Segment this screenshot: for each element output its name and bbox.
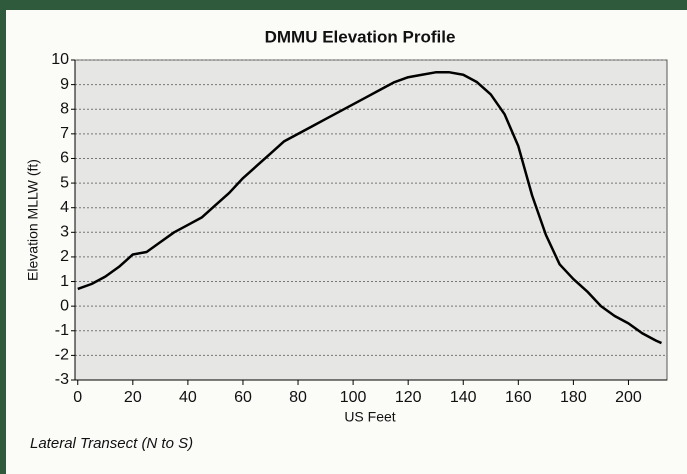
x-tick-label: 40 <box>179 389 197 406</box>
x-tick-label: 100 <box>340 389 367 406</box>
y-tick-label: 10 <box>51 51 69 68</box>
y-tick-label: 8 <box>60 100 69 117</box>
y-tick-label: 2 <box>60 248 69 265</box>
chart-title: DMMU Elevation Profile <box>265 27 456 46</box>
y-tick-label: 3 <box>60 224 69 241</box>
y-tick-label: 0 <box>60 297 69 314</box>
plot-area <box>75 60 667 380</box>
x-tick-label: 140 <box>450 389 477 406</box>
y-tick-label: 7 <box>60 125 69 142</box>
x-axis-label: US Feet <box>344 409 395 425</box>
x-tick-label: 160 <box>505 389 532 406</box>
y-tick-label: 5 <box>60 174 69 191</box>
y-tick-label: 4 <box>60 199 69 216</box>
x-tick-label: 60 <box>234 389 252 406</box>
y-tick-label: -1 <box>55 322 69 339</box>
x-tick-label: 200 <box>615 389 642 406</box>
y-tick-label: 9 <box>60 76 69 93</box>
y-tick-label: -2 <box>55 347 69 364</box>
y-tick-label: 1 <box>60 273 69 290</box>
y-tick-label: 6 <box>60 150 69 167</box>
x-tick-label: 180 <box>560 389 587 406</box>
x-tick-label: 20 <box>124 389 142 406</box>
y-tick-label: -3 <box>55 371 69 388</box>
x-tick-label: 80 <box>289 389 307 406</box>
x-tick-label: 120 <box>395 389 422 406</box>
y-axis-label: Elevation MLLW (ft) <box>25 159 41 281</box>
chart: DMMU Elevation Profile US Feet Elevation… <box>0 0 687 474</box>
x-tick-label: 0 <box>73 389 82 406</box>
annotation: Lateral Transect (N to S) <box>30 435 193 452</box>
